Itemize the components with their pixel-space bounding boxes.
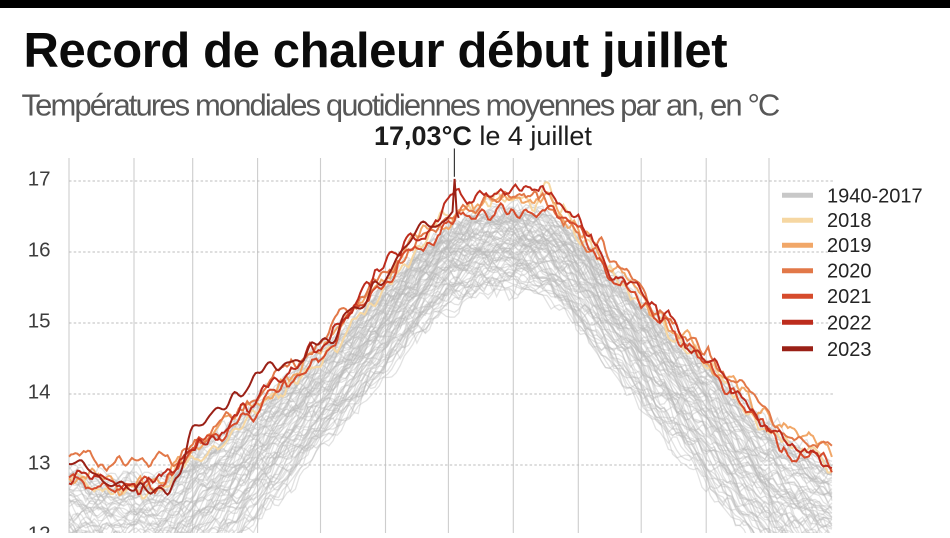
svg-text:2021: 2021 [827,286,872,308]
svg-text:2018: 2018 [827,210,872,232]
svg-text:17,03°C le 4 juillet: 17,03°C le 4 juillet [374,121,592,151]
svg-text:1940-2017: 1940-2017 [827,185,923,207]
svg-text:Record de chaleur début juille: Record de chaleur début juillet [24,24,728,78]
svg-text:2023: 2023 [827,339,872,361]
svg-text:14: 14 [28,381,51,404]
svg-text:Températures mondiales quotidi: Températures mondiales quotidiennes moye… [22,88,780,123]
svg-text:2020: 2020 [827,261,872,283]
svg-text:16: 16 [28,239,51,262]
svg-text:15: 15 [28,310,51,333]
svg-text:2019: 2019 [827,235,872,257]
svg-text:13: 13 [28,452,51,475]
svg-text:12: 12 [28,523,51,534]
svg-text:17: 17 [28,168,51,191]
svg-text:2022: 2022 [827,312,872,334]
